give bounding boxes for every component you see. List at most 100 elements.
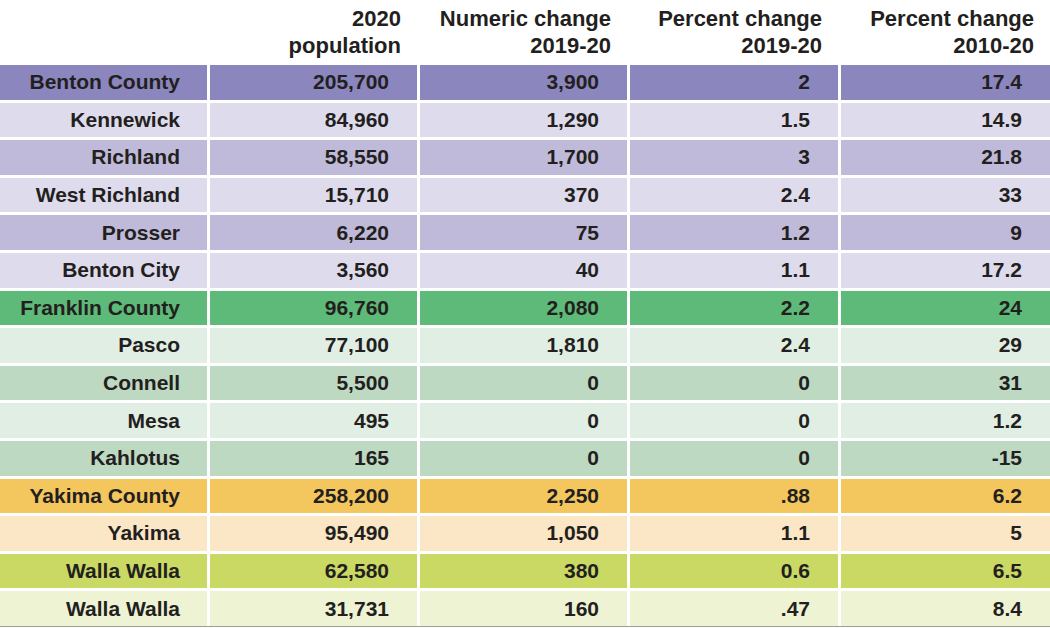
numeric-change-cell: 2,080: [420, 291, 627, 326]
numeric-change-cell: 160: [420, 591, 627, 626]
numeric-change-cell: 370: [420, 178, 627, 213]
location-cell: Walla Walla: [0, 591, 207, 626]
percent-change-2010-20-cell: 14.9: [841, 103, 1050, 138]
table-row: Connell 5,500 0 0 31: [0, 366, 1050, 401]
percent-change-2010-20-cell: 31: [841, 366, 1050, 401]
table-row: Franklin County 96,760 2,080 2.2 24: [0, 291, 1050, 326]
population-cell: 77,100: [210, 328, 417, 363]
percent-change-2010-20-cell: 1.2: [841, 403, 1050, 438]
location-cell: Walla Walla: [0, 554, 207, 589]
table-row: Kahlotus 165 0 0 -15: [0, 441, 1050, 476]
header-location: [0, 59, 207, 62]
population-cell: 95,490: [210, 516, 417, 551]
header-numeric-change-2019-20: Numeric change 2019-20: [420, 5, 627, 62]
header-line: 2019-20: [530, 33, 611, 58]
numeric-change-cell: 1,700: [420, 140, 627, 175]
table-row: West Richland 15,710 370 2.4 33: [0, 178, 1050, 213]
header-line: Percent change: [870, 6, 1034, 31]
table-row: Pasco 77,100 1,810 2.4 29: [0, 328, 1050, 363]
numeric-change-cell: 1,050: [420, 516, 627, 551]
percent-change-2019-20-cell: 2: [630, 65, 838, 100]
table-row: Benton County 205,700 3,900 2 17.4: [0, 65, 1050, 100]
header-line: population: [289, 33, 401, 58]
percent-change-2019-20-cell: 0: [630, 366, 838, 401]
location-cell: Richland: [0, 140, 207, 175]
location-cell: Benton City: [0, 253, 207, 288]
percent-change-2010-20-cell: 17.4: [841, 65, 1050, 100]
population-cell: 5,500: [210, 366, 417, 401]
percent-change-2010-20-cell: 8.4: [841, 591, 1050, 626]
percent-change-2019-20-cell: 2.4: [630, 328, 838, 363]
percent-change-2010-20-cell: 29: [841, 328, 1050, 363]
percent-change-2010-20-cell: -15: [841, 441, 1050, 476]
table-header-row: 2020 population Numeric change 2019-20 P…: [0, 0, 1050, 62]
table-row: Mesa 495 0 0 1.2: [0, 403, 1050, 438]
table-row: Walla Walla 62,580 380 0.6 6.5: [0, 554, 1050, 589]
header-2020-population: 2020 population: [210, 5, 417, 62]
numeric-change-cell: 1,290: [420, 103, 627, 138]
percent-change-2010-20-cell: 6.2: [841, 479, 1050, 514]
numeric-change-cell: 0: [420, 403, 627, 438]
location-cell: Prosser: [0, 215, 207, 250]
population-cell: 62,580: [210, 554, 417, 589]
population-cell: 58,550: [210, 140, 417, 175]
percent-change-2010-20-cell: 24: [841, 291, 1050, 326]
population-table: 2020 population Numeric change 2019-20 P…: [0, 0, 1050, 627]
percent-change-2019-20-cell: 1.1: [630, 516, 838, 551]
location-cell: Yakima: [0, 516, 207, 551]
population-cell: 495: [210, 403, 417, 438]
population-cell: 31,731: [210, 591, 417, 626]
header-percent-change-2010-20: Percent change 2010-20: [841, 5, 1050, 62]
percent-change-2019-20-cell: 3: [630, 140, 838, 175]
table-row: Kennewick 84,960 1,290 1.5 14.9: [0, 103, 1050, 138]
population-cell: 6,220: [210, 215, 417, 250]
percent-change-2019-20-cell: 1.1: [630, 253, 838, 288]
numeric-change-cell: 1,810: [420, 328, 627, 363]
percent-change-2019-20-cell: 2.4: [630, 178, 838, 213]
table-row: Benton City 3,560 40 1.1 17.2: [0, 253, 1050, 288]
percent-change-2010-20-cell: 33: [841, 178, 1050, 213]
numeric-change-cell: 40: [420, 253, 627, 288]
percent-change-2019-20-cell: 1.2: [630, 215, 838, 250]
population-cell: 258,200: [210, 479, 417, 514]
percent-change-2019-20-cell: .88: [630, 479, 838, 514]
header-line: Numeric change: [440, 6, 611, 31]
percent-change-2010-20-cell: 6.5: [841, 554, 1050, 589]
location-cell: Yakima County: [0, 479, 207, 514]
location-cell: Benton County: [0, 65, 207, 100]
percent-change-2019-20-cell: 1.5: [630, 103, 838, 138]
population-cell: 96,760: [210, 291, 417, 326]
population-cell: 165: [210, 441, 417, 476]
location-cell: Franklin County: [0, 291, 207, 326]
table-row: Yakima County 258,200 2,250 .88 6.2: [0, 479, 1050, 514]
header-line: 2019-20: [741, 33, 822, 58]
numeric-change-cell: 0: [420, 441, 627, 476]
numeric-change-cell: 380: [420, 554, 627, 589]
percent-change-2019-20-cell: 0: [630, 441, 838, 476]
percent-change-2019-20-cell: 0.6: [630, 554, 838, 589]
population-cell: 205,700: [210, 65, 417, 100]
header-line: 2010-20: [953, 33, 1034, 58]
numeric-change-cell: 75: [420, 215, 627, 250]
numeric-change-cell: 3,900: [420, 65, 627, 100]
percent-change-2010-20-cell: 9: [841, 215, 1050, 250]
location-cell: Kahlotus: [0, 441, 207, 476]
location-cell: Mesa: [0, 403, 207, 438]
percent-change-2010-20-cell: 21.8: [841, 140, 1050, 175]
table-row: Walla Walla 31,731 160 .47 8.4: [0, 591, 1050, 626]
header-line: 2020: [352, 6, 401, 31]
location-cell: West Richland: [0, 178, 207, 213]
percent-change-2019-20-cell: .47: [630, 591, 838, 626]
table-row: Richland 58,550 1,700 3 21.8: [0, 140, 1050, 175]
location-cell: Connell: [0, 366, 207, 401]
population-cell: 84,960: [210, 103, 417, 138]
numeric-change-cell: 0: [420, 366, 627, 401]
percent-change-2019-20-cell: 2.2: [630, 291, 838, 326]
header-percent-change-2019-20: Percent change 2019-20: [630, 5, 838, 62]
table-row: Prosser 6,220 75 1.2 9: [0, 215, 1050, 250]
percent-change-2010-20-cell: 17.2: [841, 253, 1050, 288]
percent-change-2019-20-cell: 0: [630, 403, 838, 438]
table-row: Yakima 95,490 1,050 1.1 5: [0, 516, 1050, 551]
header-line: Percent change: [658, 6, 822, 31]
location-cell: Pasco: [0, 328, 207, 363]
